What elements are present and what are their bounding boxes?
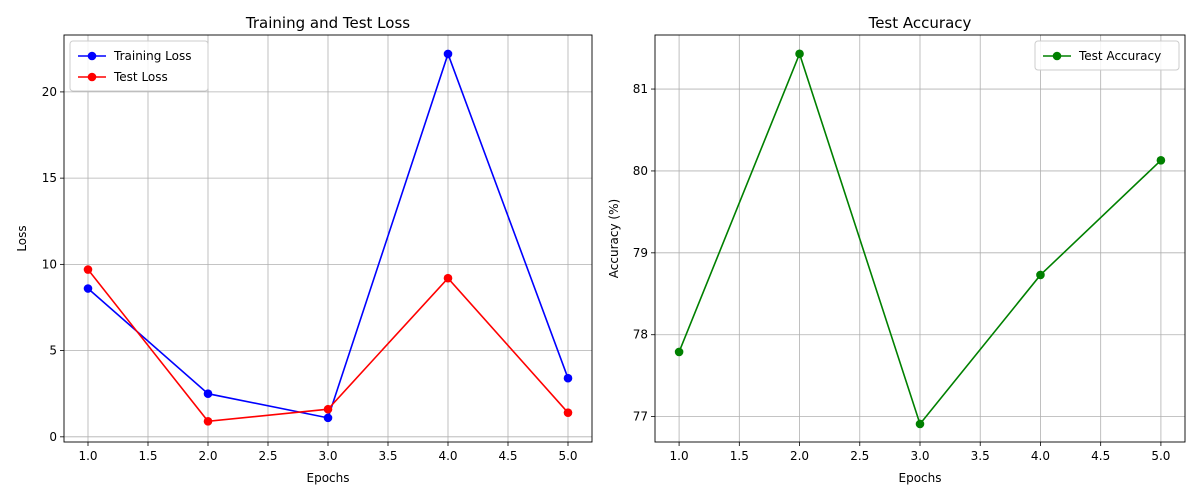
chart-2-xtick-label-5: 3.5: [971, 449, 990, 463]
chart-1-legend-box: [69, 40, 209, 92]
chart-1-xtick-label-0: 1.0: [78, 449, 97, 463]
chart-1-ytick-label-3: 15: [42, 171, 57, 185]
chart-1-xtick-label-8: 5.0: [558, 449, 577, 463]
chart-2-xtick-label-1: 1.5: [730, 449, 749, 463]
chart-1-xtick-label-4: 3.0: [318, 449, 337, 463]
chart-1-legend-label-2: Test Loss: [113, 70, 168, 84]
chart-2: 1.0 1.5 2.0 2.5 3.0 3.5 4.0 4.5 5.0 77 78 79 80 81 Tes…: [607, 14, 1186, 485]
chart-2-xtick-label-4: 3.0: [910, 449, 929, 463]
chart-1-series-1-point-3: [323, 413, 333, 423]
chart-1-series-1-point-5: [563, 373, 573, 383]
chart-1-series-2-point-1: [83, 265, 93, 274]
chart-2-ytick-label-4: 81: [633, 82, 648, 96]
chart-2-series-1-point-4: [1036, 270, 1045, 280]
chart-2-ytick-label-2: 79: [633, 246, 648, 260]
chart-2-legend-box: [1034, 40, 1180, 71]
chart-1-xtick-label-2: 2.0: [198, 449, 217, 463]
chart-1-series-1-point-4: [443, 49, 453, 59]
chart-2-axes-frame: [654, 34, 1186, 443]
chart-2-xtick-label-2: 2.0: [790, 449, 809, 463]
chart-1-ytick-label-2: 10: [42, 257, 57, 271]
chart-2-legend: Test Accuracy: [1034, 40, 1180, 71]
chart-2-y-axis-label: Accuracy (%): [607, 199, 621, 278]
chart-1-axes-frame: [63, 34, 593, 443]
chart-2-ytick-label-1: 78: [633, 328, 648, 342]
chart-2-series-1-point-1: [674, 347, 684, 357]
chart-1-xtick-label-5: 3.5: [378, 449, 397, 463]
chart-1-xtick-label-7: 4.5: [498, 449, 517, 463]
chart-1-ytick-label-1: 5: [49, 344, 57, 358]
chart-2-title: Test Accuracy: [868, 14, 972, 32]
chart-1-series-1-point-2: [203, 389, 213, 399]
chart-1: 1.0 1.5 2.0 2.5 3.0 3.5 4.0 4.5 5.0 0 5 10 15 20 Train…: [15, 14, 593, 485]
chart-1-series-2-point-4: [443, 273, 453, 283]
chart-2-x-axis-label: Epochs: [899, 471, 942, 485]
chart-2-xtick-label-8: 5.0: [1151, 449, 1170, 463]
chart-1-series-2-point-5: [563, 408, 573, 417]
chart-1-legend-marker-2: [87, 72, 97, 82]
chart-1-y-axis-label: Loss: [15, 225, 29, 251]
chart-1-ytick-label-4: 20: [42, 85, 57, 99]
chart-2-ytick-label-0: 77: [633, 410, 648, 424]
chart-1-xtick-label-1: 1.5: [138, 449, 157, 463]
chart-2-series-1-point-5: [1156, 155, 1166, 165]
chart-1-xtick-label-6: 4.0: [438, 449, 457, 463]
chart-2-xtick-label-0: 1.0: [670, 449, 689, 463]
chart-1-xtick-label-3: 2.5: [258, 449, 277, 463]
chart-2-series-1-point-2: [795, 49, 804, 59]
chart-1-legend: Training Loss Test Loss: [69, 40, 209, 92]
chart-2-xtick-label-7: 4.5: [1091, 449, 1110, 463]
chart-1-x-axis-label: Epochs: [307, 471, 350, 485]
chart-2-series-1-point-3: [915, 419, 925, 429]
chart-2-xtick-label-6: 4.0: [1031, 449, 1050, 463]
chart-2-ytick-label-3: 80: [633, 164, 648, 178]
chart-1-legend-marker-1: [87, 51, 97, 61]
chart-2-legend-marker-1: [1052, 51, 1062, 61]
chart-1-series-2-point-3: [323, 404, 333, 414]
chart-1-series-2-point-2: [203, 417, 213, 426]
chart-2-xtick-label-3: 2.5: [850, 449, 869, 463]
chart-1-title: Training and Test Loss: [245, 14, 410, 32]
chart-1-ytick-label-0: 0: [49, 430, 57, 444]
chart-2-legend-label-1: Test Accuracy: [1078, 49, 1161, 63]
chart-1-legend-label-1: Training Loss: [113, 49, 191, 63]
chart-1-series-1-point-1: [83, 284, 93, 293]
